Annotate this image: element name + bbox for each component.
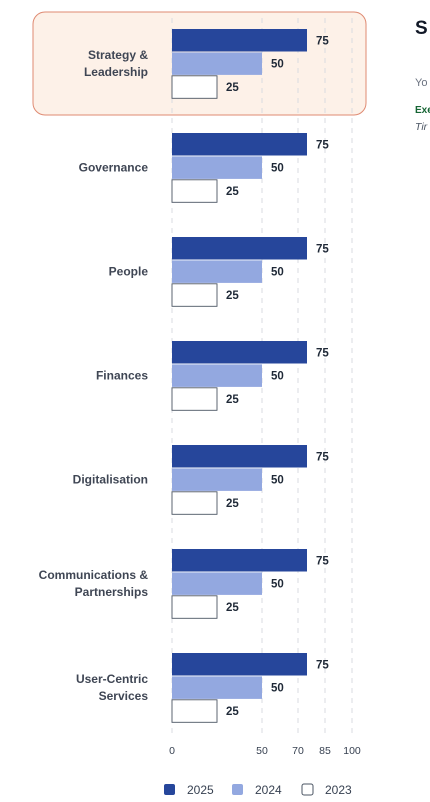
bars-layer <box>171 29 307 723</box>
x-tick-label: 0 <box>169 745 175 757</box>
category-label: User-Centric <box>76 672 148 686</box>
bar-2023 <box>171 595 218 619</box>
side-panel-title: S <box>415 18 428 39</box>
value-label: 50 <box>271 59 284 71</box>
bar-2023 <box>171 491 218 515</box>
category-label: People <box>109 265 149 279</box>
bar-2023 <box>171 75 218 99</box>
bar-2025 <box>172 341 307 364</box>
bar-2024 <box>172 156 262 179</box>
category-label: Strategy & <box>88 48 148 62</box>
side-panel-status-text: Exe <box>415 105 430 116</box>
value-label: 50 <box>271 163 284 175</box>
value-label: 75 <box>316 35 329 47</box>
category-label: Digitalisation <box>73 473 148 487</box>
bar-2024 <box>172 572 262 595</box>
value-label: 50 <box>271 371 284 383</box>
legend-label: 2025 <box>187 783 214 797</box>
legend-label: 2023 <box>325 783 352 797</box>
bar-2025 <box>172 133 307 156</box>
x-tick-label: 50 <box>256 745 268 757</box>
bar-2025 <box>172 549 307 572</box>
bar-2023 <box>171 179 218 203</box>
x-tick-label: 85 <box>319 745 331 757</box>
x-axis-ticks: 0 50 70 85 100 <box>169 745 361 757</box>
legend-label: 2024 <box>255 783 282 797</box>
value-label: 75 <box>316 555 329 567</box>
side-panel-note: Tir <box>415 121 428 133</box>
value-label: 25 <box>226 498 239 510</box>
value-label: 75 <box>316 451 329 463</box>
bar-2023 <box>171 387 218 411</box>
bar-2025 <box>172 445 307 468</box>
labels-layer: Strategy & Leadership 75 50 25 Governance 75 50… <box>39 35 330 718</box>
bar-2024 <box>172 52 262 75</box>
category-label: Governance <box>79 161 149 175</box>
bar-2025 <box>172 29 307 52</box>
category-label: Leadership <box>84 65 148 79</box>
value-label: 50 <box>271 267 284 279</box>
bar-2024 <box>172 260 262 283</box>
value-label: 25 <box>226 290 239 302</box>
category-label: Communications & <box>39 568 149 582</box>
value-label: 75 <box>316 243 329 255</box>
x-tick-label: 70 <box>292 745 304 757</box>
category-label: Partnerships <box>75 585 149 599</box>
category-label: Finances <box>96 369 148 383</box>
value-label: 75 <box>316 659 329 671</box>
category-label: Services <box>99 689 149 703</box>
value-label: 75 <box>316 139 329 151</box>
legend-swatch-2025 <box>164 784 175 795</box>
value-label: 50 <box>271 683 284 695</box>
x-tick-label: 100 <box>343 745 361 757</box>
value-label: 50 <box>271 475 284 487</box>
value-label: 25 <box>226 602 239 614</box>
legend-swatch-2023 <box>301 783 314 796</box>
bar-2024 <box>172 364 262 387</box>
legend: 2025 2024 2023 <box>164 783 352 797</box>
value-label: 25 <box>226 394 239 406</box>
bar-2024 <box>172 676 262 699</box>
value-label: 25 <box>226 706 239 718</box>
bar-2025 <box>172 653 307 676</box>
bar-2023 <box>171 283 218 307</box>
value-label: 25 <box>226 186 239 198</box>
bar-2024 <box>172 468 262 491</box>
side-panel-text: Yo <box>415 77 428 89</box>
bar-2023 <box>171 699 218 723</box>
legend-swatch-2024 <box>232 784 243 795</box>
value-label: 75 <box>316 347 329 359</box>
bar-2025 <box>172 237 307 260</box>
value-label: 50 <box>271 579 284 591</box>
value-label: 25 <box>226 82 239 94</box>
